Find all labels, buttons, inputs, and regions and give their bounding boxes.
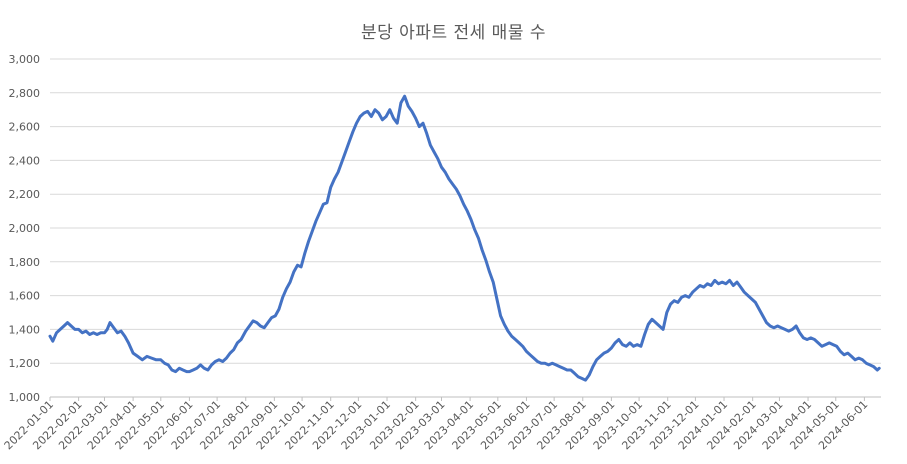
y-tick-label: 2,600 [9,121,41,134]
series-layer [48,94,881,382]
y-tick-label: 2,200 [9,188,41,201]
y-tick-label: 1,800 [9,256,41,269]
y-tick-label: 2,400 [9,154,41,167]
y-tick-label: 3,000 [9,53,41,66]
series-line [48,94,881,382]
y-axis-ticks: 1,000 1,200 1,400 1,600 1,800 2,000 2,200 2,400… [9,53,41,404]
y-tick-label: 2,800 [9,87,41,100]
y-tick-label: 1,200 [9,357,41,370]
y-tick-label: 1,400 [9,323,41,336]
y-tick-label: 2,000 [9,222,41,235]
chart-title: 분당 아파트 전세 매물 수 [360,23,546,43]
y-tick-label: 1,600 [9,290,41,303]
x-axis-ticks: 2022-01-012022-02-012022-03-012022-04-01… [2,397,871,452]
y-tick-label: 1,000 [9,391,41,404]
gridlines [50,58,881,398]
